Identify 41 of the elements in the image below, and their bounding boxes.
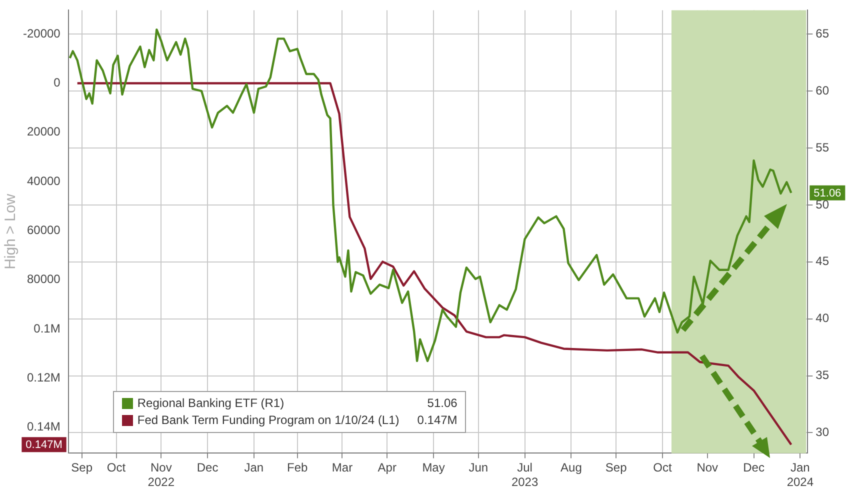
x-tick-label: May: [422, 460, 445, 475]
x-tick-label: Sep: [605, 460, 628, 475]
y-tick-label: 0: [54, 76, 61, 90]
y2-tick-label: 40: [816, 311, 830, 326]
y2-tick-label: 35: [816, 368, 830, 382]
text: 0.147M: [26, 439, 62, 452]
y-tick-label: 40000: [26, 174, 61, 188]
y-tick-label: 0.1M: [34, 321, 60, 336]
x-tick-label: Dec: [196, 460, 218, 475]
x-tick-label: Nov: [696, 460, 718, 475]
x-tick-label: Jul 2023: [511, 460, 538, 490]
x-tick-label: Jan: [244, 460, 264, 475]
y2-tick-label: 50: [816, 197, 830, 212]
y-tick-label: 60000: [26, 223, 61, 238]
x-tick-label: Oct: [653, 460, 672, 475]
x-tick-label: Oct: [106, 460, 126, 475]
y2-tick-label: 45: [816, 254, 830, 268]
y-tick-label: 0.12M: [27, 370, 60, 385]
y-axis-title: High > Low: [2, 194, 20, 270]
x-tick-label: Nov 2022: [148, 460, 175, 490]
x-tick-label: Jan 2024: [786, 460, 814, 490]
annotation: 0.147M: [416, 412, 458, 430]
text: 51.06: [814, 187, 842, 200]
y-tick-label: 80000: [26, 272, 61, 286]
x-tick-label: Apr: [378, 460, 396, 475]
legend-label: Fed Bank Term Funding Program on 1/10/24 (L1): [137, 412, 400, 430]
x-tick-label: Dec: [743, 460, 764, 475]
y-tick-label: 0.14M: [27, 420, 60, 434]
legend-label: Regional Banking ETF (R1): [137, 395, 284, 412]
y2-tick-label: 55: [816, 140, 830, 154]
annotation: 51.06: [426, 395, 458, 412]
y2-tick-label: 65: [816, 26, 830, 40]
x-tick-label: Sep: [71, 460, 93, 475]
x-tick-label: Mar: [332, 460, 353, 475]
y2-tick-label: 30: [816, 425, 830, 440]
x-tick-label: Feb: [286, 460, 308, 475]
y-tick-label: 20000: [26, 124, 61, 139]
x-tick-label: Jun: [468, 460, 488, 475]
x-tick-label: Aug: [560, 460, 582, 475]
y-tick-label: -20000: [22, 26, 61, 40]
y2-tick-label: 60: [816, 83, 830, 98]
